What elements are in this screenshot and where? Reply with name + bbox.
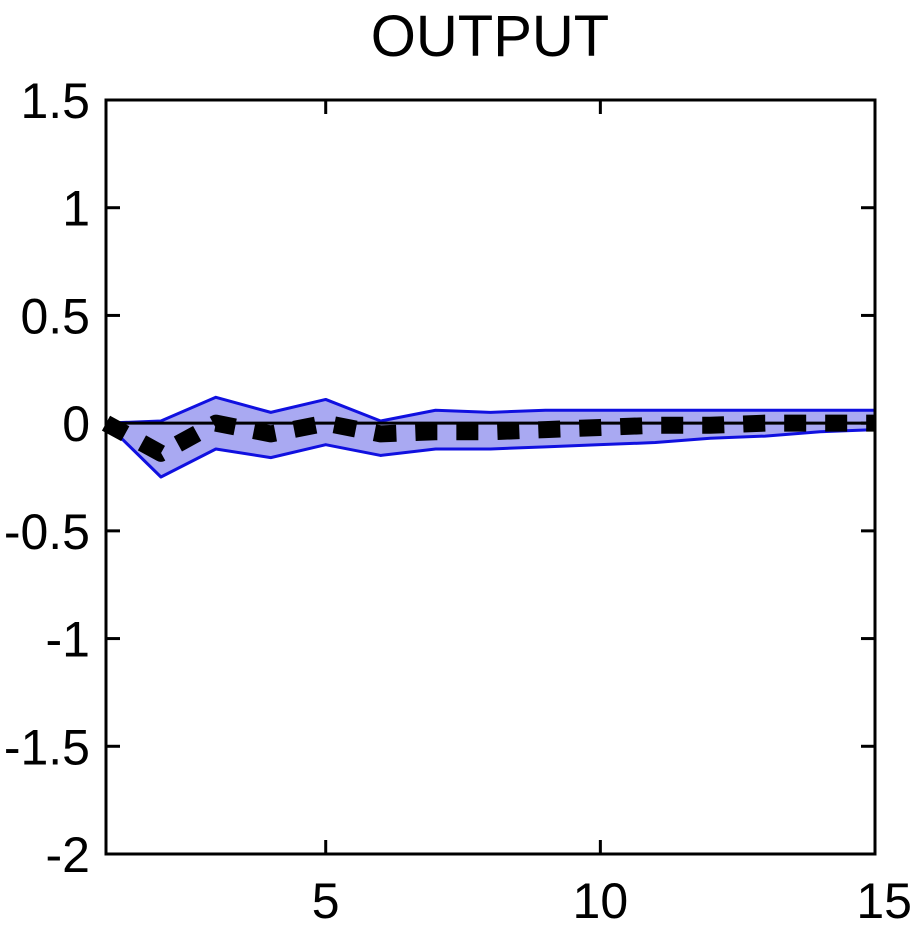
series-layer — [101, 414, 875, 462]
y-tick-label: -1 — [46, 612, 90, 668]
tick-label-layer: 1.5 1 0.5 0 -0.5 -1 -1.5 -2 5 10 15 — [4, 73, 912, 926]
tick-layer — [106, 98, 877, 856]
x-tick-label: 15 — [856, 873, 912, 926]
chart-title: OUTPUT — [371, 4, 609, 69]
y-tick-label: -1.5 — [4, 719, 90, 775]
y-tick-label: 1 — [62, 181, 90, 237]
x-tick-label: 5 — [312, 873, 340, 926]
confidence-band-layer — [104, 395, 876, 479]
confidence-band-lower-edge — [104, 422, 876, 479]
y-tick-label: -2 — [46, 827, 90, 883]
series-line-point-estimate — [101, 414, 875, 462]
y-tick-label: 0.5 — [20, 288, 90, 344]
y-tick-label: 1.5 — [20, 73, 90, 129]
confidence-band-upper-edge — [105, 395, 875, 425]
x-tick-label: 10 — [573, 873, 629, 926]
plot-frame — [104, 98, 877, 856]
y-tick-label: -0.5 — [4, 504, 90, 560]
y-tick-label: 0 — [62, 396, 90, 452]
